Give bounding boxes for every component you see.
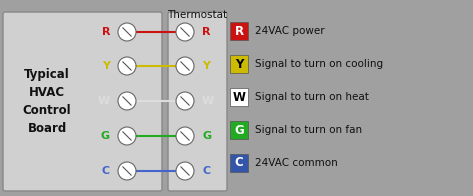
FancyBboxPatch shape — [230, 121, 248, 139]
Text: 24VAC common: 24VAC common — [255, 158, 338, 168]
Circle shape — [118, 127, 136, 145]
Text: Typical
HVAC
Control
Board: Typical HVAC Control Board — [23, 68, 71, 135]
Text: Signal to turn on heat: Signal to turn on heat — [255, 92, 369, 102]
Circle shape — [118, 162, 136, 180]
Circle shape — [176, 162, 194, 180]
FancyBboxPatch shape — [168, 12, 227, 191]
Text: R: R — [102, 27, 110, 37]
FancyBboxPatch shape — [230, 154, 248, 172]
Text: R: R — [202, 27, 210, 37]
Text: Y: Y — [202, 61, 210, 71]
FancyBboxPatch shape — [230, 22, 248, 40]
FancyBboxPatch shape — [3, 12, 162, 191]
Circle shape — [176, 92, 194, 110]
Text: Signal to turn on fan: Signal to turn on fan — [255, 125, 362, 135]
Text: Thermostat: Thermostat — [167, 10, 228, 20]
Text: C: C — [102, 166, 110, 176]
Circle shape — [118, 23, 136, 41]
FancyBboxPatch shape — [230, 88, 248, 106]
FancyBboxPatch shape — [230, 55, 248, 73]
Text: R: R — [235, 24, 244, 37]
Text: Signal to turn on cooling: Signal to turn on cooling — [255, 59, 383, 69]
Circle shape — [118, 57, 136, 75]
Circle shape — [176, 57, 194, 75]
Text: Y: Y — [102, 61, 110, 71]
Text: G: G — [234, 123, 244, 136]
Text: C: C — [202, 166, 210, 176]
Text: 24VAC power: 24VAC power — [255, 26, 324, 36]
Circle shape — [118, 92, 136, 110]
Text: Y: Y — [235, 57, 243, 71]
Text: W: W — [98, 96, 110, 106]
Text: W: W — [202, 96, 214, 106]
Text: C: C — [235, 156, 244, 170]
Circle shape — [176, 127, 194, 145]
Text: G: G — [202, 131, 211, 141]
Circle shape — [176, 23, 194, 41]
Text: W: W — [233, 91, 245, 103]
Text: G: G — [101, 131, 110, 141]
